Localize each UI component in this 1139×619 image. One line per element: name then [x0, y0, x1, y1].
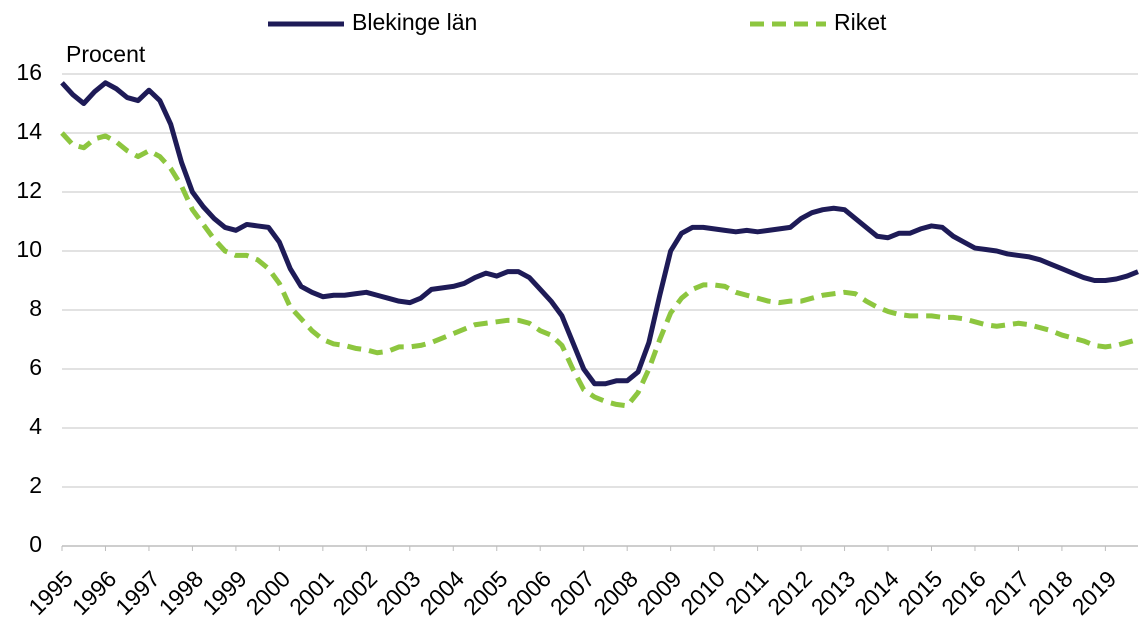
x-tick-label: 2012 — [762, 565, 817, 619]
x-tick-label: 2014 — [849, 565, 904, 619]
y-tick-label: 4 — [29, 413, 42, 439]
y-tick-label: 10 — [16, 236, 42, 262]
x-tick-label: 2016 — [936, 565, 991, 619]
x-tick-label: 2018 — [1023, 565, 1078, 619]
x-tick-label: 1998 — [154, 565, 209, 619]
y-tick-label: 8 — [29, 295, 42, 321]
x-tick-label: 2007 — [545, 565, 600, 619]
y-tick-label: 14 — [16, 118, 42, 144]
x-tick-label: 1997 — [110, 565, 165, 619]
x-tick-label: 2003 — [371, 565, 426, 619]
x-tick-label: 1995 — [23, 565, 78, 619]
x-tick-label: 2005 — [458, 565, 513, 619]
axis-label: Procent — [66, 41, 146, 67]
line-series — [60, 80, 1139, 387]
legend-label: Riket — [834, 9, 887, 35]
x-tick-label: 2019 — [1067, 565, 1122, 619]
x-tick-label: 2013 — [806, 565, 861, 619]
x-tick-label: 2000 — [241, 565, 296, 619]
legend-label: Blekinge län — [352, 9, 477, 35]
x-tick-label: 2002 — [328, 565, 383, 619]
x-tick-label: 2001 — [284, 565, 339, 619]
x-tick-label: 1999 — [197, 565, 252, 619]
y-tick-label: 6 — [29, 354, 42, 380]
y-tick-label: 16 — [16, 59, 42, 85]
x-tick-label: 2017 — [980, 565, 1035, 619]
y-tick-label: 2 — [29, 472, 42, 498]
x-tick-label: 1996 — [67, 565, 122, 619]
y-tick-label: 0 — [29, 531, 42, 557]
x-tick-label: 2004 — [415, 565, 470, 619]
x-tick-label: 2008 — [588, 565, 643, 619]
y-tick-label: 12 — [16, 177, 42, 203]
line-series — [60, 131, 1139, 409]
x-tick-label: 2009 — [632, 565, 687, 619]
x-tick-label: 2015 — [893, 565, 948, 619]
x-tick-label: 2010 — [675, 565, 730, 619]
x-tick-label: 2011 — [720, 565, 773, 618]
x-tick-label: 2006 — [501, 565, 556, 619]
